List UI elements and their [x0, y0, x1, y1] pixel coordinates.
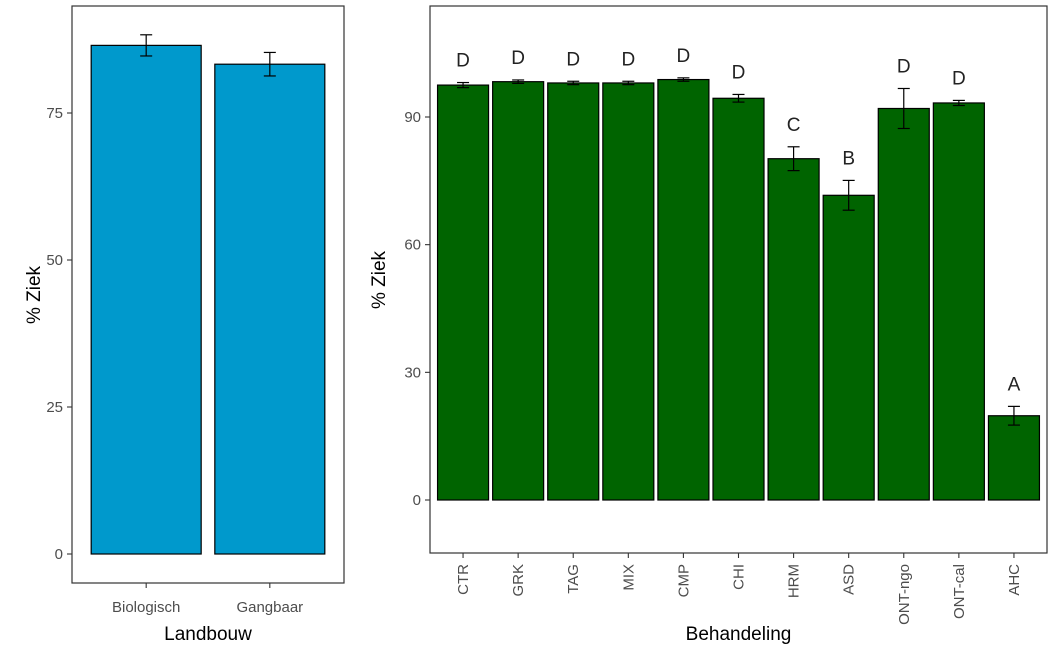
significance-letter: D: [621, 49, 635, 70]
y-tick-label: 50: [46, 252, 63, 269]
x-tick-label: Biologisch: [112, 599, 180, 616]
x-tick-label: CMP: [675, 564, 692, 597]
chart-panel-1: 0 25 50 75 Biologisch Gangbaar Landbouw % Ziek: [24, 5, 345, 645]
bar-ahc: [987, 415, 1041, 501]
significance-letter: D: [897, 56, 911, 77]
bar-chi: [712, 97, 765, 501]
x-tick-label: MIX: [620, 564, 637, 591]
y-tick-label: 25: [46, 399, 63, 416]
chart-panel-2: 0 30 60 90 D CTR D GRK D TAG D MIX D CMP D CHI C HRM B ASD D…: [369, 5, 1048, 645]
y-axis-title: % Ziek: [369, 250, 390, 309]
x-axis-title: Landbouw: [164, 624, 252, 645]
x-tick-label: Gangbaar: [236, 599, 303, 616]
y-tick-label: 30: [404, 364, 421, 381]
y-axis-title: % Ziek: [24, 265, 45, 324]
bar-ctr: [436, 84, 490, 501]
bar-gangbaar: [214, 63, 326, 555]
x-tick-label: CHI: [731, 564, 748, 590]
y-tick-label: 90: [404, 109, 421, 126]
significance-letter: D: [952, 68, 966, 89]
x-tick-label: CTR: [455, 564, 472, 595]
y-tick-label: 60: [404, 237, 421, 254]
bar-cmp: [657, 78, 710, 501]
bar-grk: [492, 81, 545, 501]
x-tick-label: ONT-ngo: [896, 564, 913, 625]
bar-mix: [602, 82, 655, 501]
bar-ont-ngo: [877, 107, 930, 501]
bar-tag: [547, 82, 600, 501]
significance-letter: D: [732, 62, 746, 83]
significance-letter: B: [842, 148, 855, 169]
x-tick-label: HRM: [786, 564, 803, 598]
significance-letter: A: [1008, 374, 1021, 395]
bar-asd: [822, 194, 875, 501]
x-tick-label: ONT-cal: [951, 564, 968, 619]
y-tick-label: 0: [55, 546, 63, 563]
panel-border: [71, 5, 345, 584]
bar-ont-cal: [932, 102, 985, 501]
significance-letter: D: [566, 49, 580, 70]
x-tick-label: AHC: [1006, 564, 1023, 596]
significance-letter: D: [456, 51, 470, 72]
x-axis-title: Behandeling: [686, 624, 792, 645]
bar-biologisch: [90, 44, 202, 555]
x-tick-label: TAG: [565, 564, 582, 594]
significance-letter: D: [511, 48, 525, 69]
significance-letter: D: [677, 46, 691, 67]
bar-hrm: [767, 158, 820, 501]
x-tick-label: GRK: [510, 564, 527, 597]
significance-letter: C: [787, 115, 801, 136]
y-tick-label: 75: [46, 105, 63, 122]
x-tick-label: ASD: [841, 564, 858, 595]
y-tick-label: 0: [413, 492, 421, 509]
